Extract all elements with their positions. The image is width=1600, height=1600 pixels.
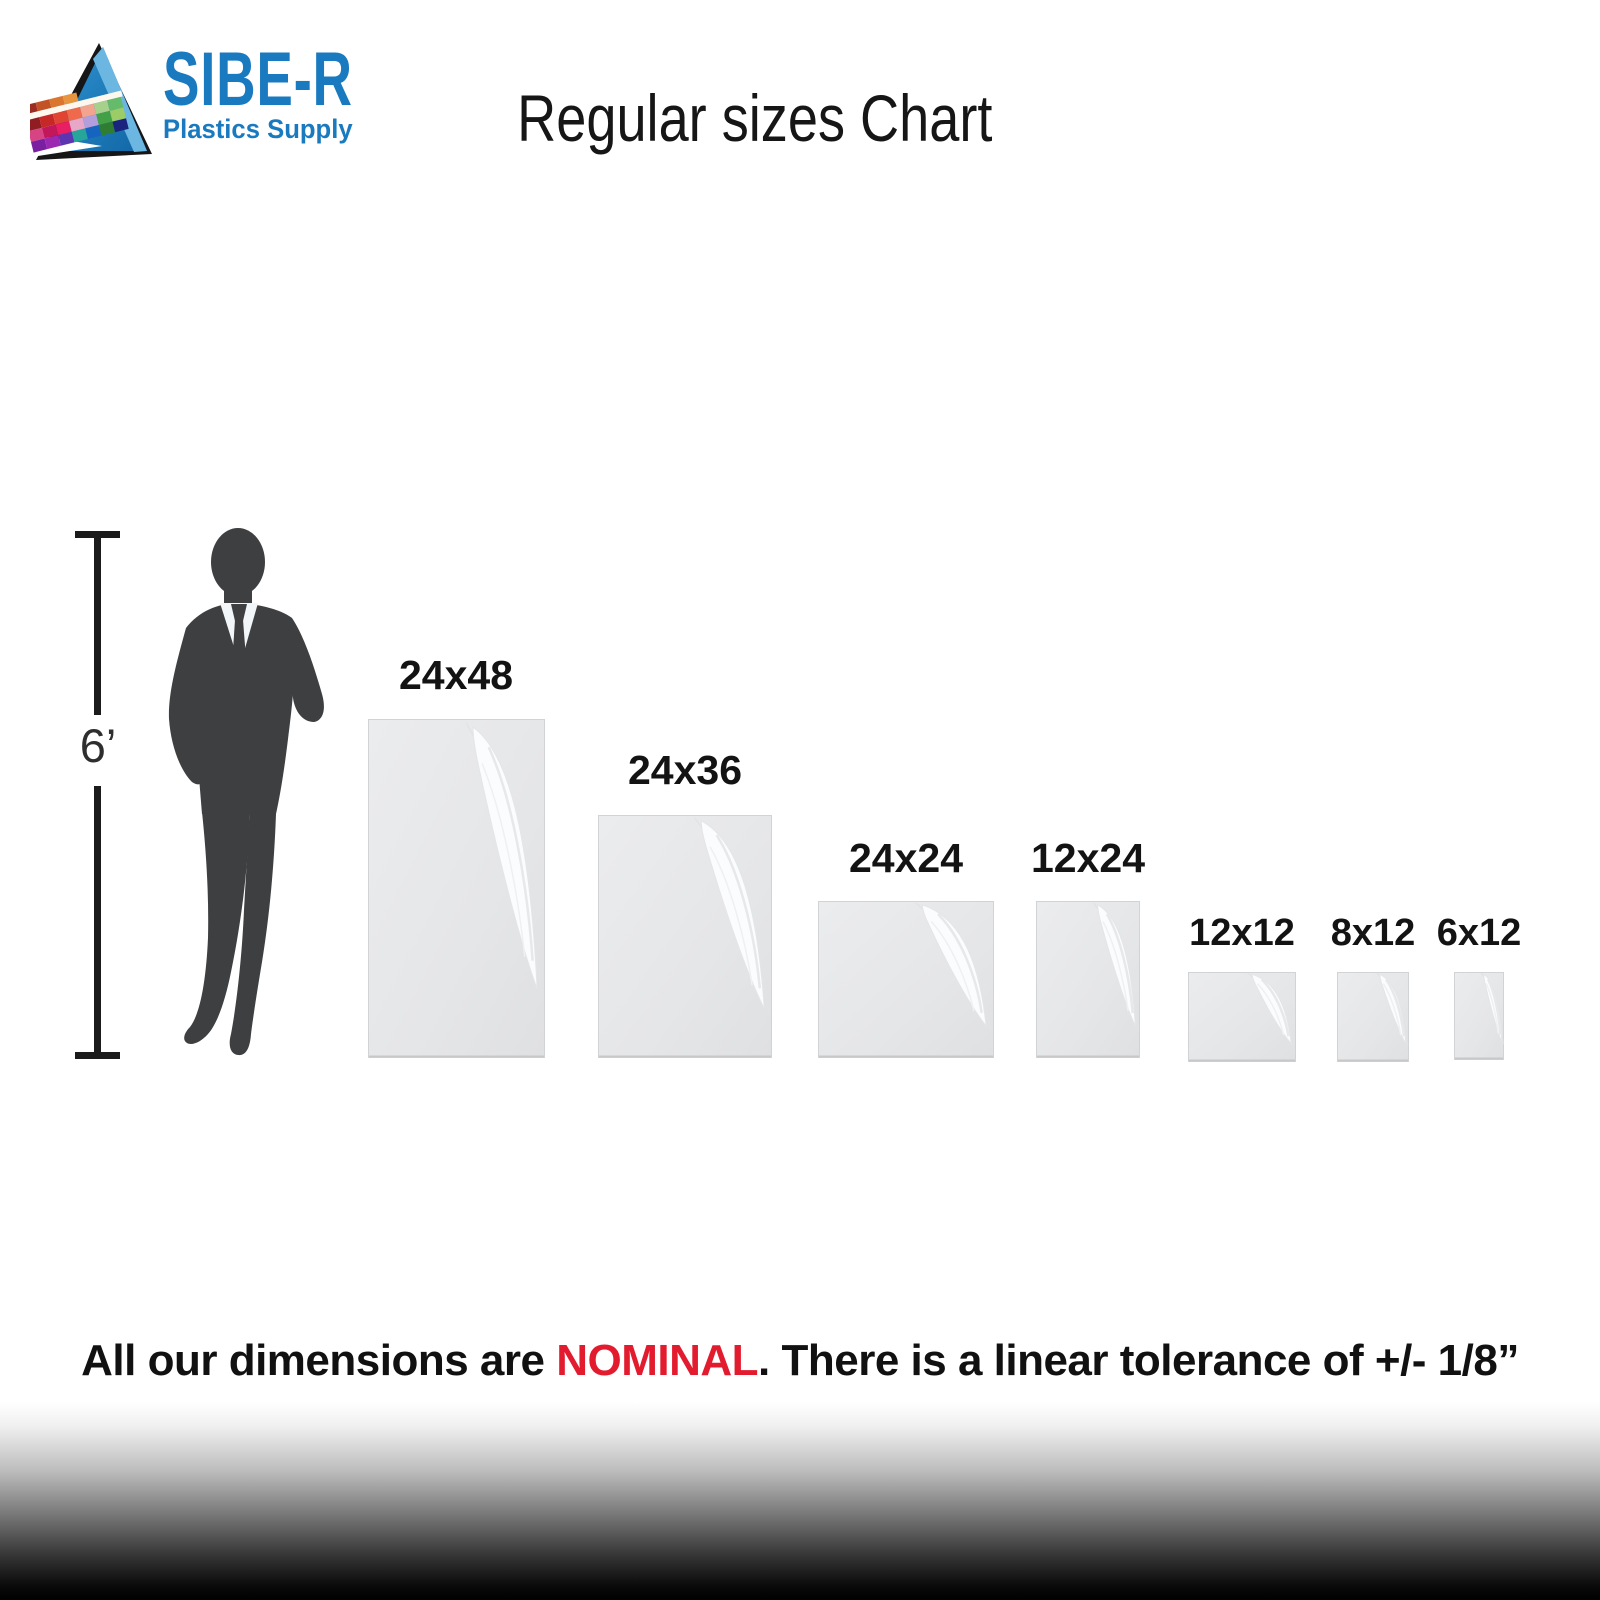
brand-logo-icon (30, 43, 152, 160)
tolerance-note-suffix: . There is a linear tolerance of +/- 1/8… (758, 1336, 1519, 1385)
height-label: 6’ (79, 719, 117, 772)
brand-name: SIBE-R (163, 37, 353, 122)
ruler-line-upper (94, 538, 101, 715)
logo-mosaic-band (30, 90, 129, 153)
plastic-sheet-24x48 (368, 719, 545, 1058)
sheet-size-label: 24x24 (848, 835, 964, 881)
nominal-highlight: NOMINAL (556, 1336, 759, 1385)
brand-logo: SIBE-R Plastics Supply (30, 40, 370, 170)
ruler-bottom-cap (75, 1052, 120, 1059)
page-title: Regular sizes Chart (517, 81, 993, 155)
sheet-size-label: 24x48 (398, 652, 514, 698)
plastic-sheet-8x12 (1337, 972, 1409, 1062)
footer-gradient (0, 1402, 1600, 1600)
ruler-top-cap (75, 531, 120, 538)
tolerance-note-prefix: All our dimensions are (81, 1336, 557, 1385)
sheet-size-label: 12x12 (1189, 912, 1295, 954)
plastic-sheet-6x12 (1454, 972, 1504, 1060)
plastic-sheet-24x36 (598, 815, 772, 1058)
sheet-size-label: 8x12 (1330, 912, 1416, 954)
plastic-sheet-12x12 (1188, 972, 1296, 1062)
sheet-size-label: 24x36 (627, 747, 743, 793)
tolerance-note: All our dimensions are NOMINAL. There is… (0, 1336, 1600, 1386)
ruler-line-lower (94, 786, 101, 1052)
person-silhouette (168, 528, 324, 1056)
plastic-sheet-12x24 (1036, 901, 1140, 1058)
sheet-size-label: 12x24 (1030, 835, 1146, 881)
plastic-sheet-24x24 (818, 901, 994, 1058)
brand-tagline: Plastics Supply (163, 114, 353, 144)
tie (231, 604, 247, 679)
sheet-size-label: 6x12 (1436, 912, 1522, 954)
